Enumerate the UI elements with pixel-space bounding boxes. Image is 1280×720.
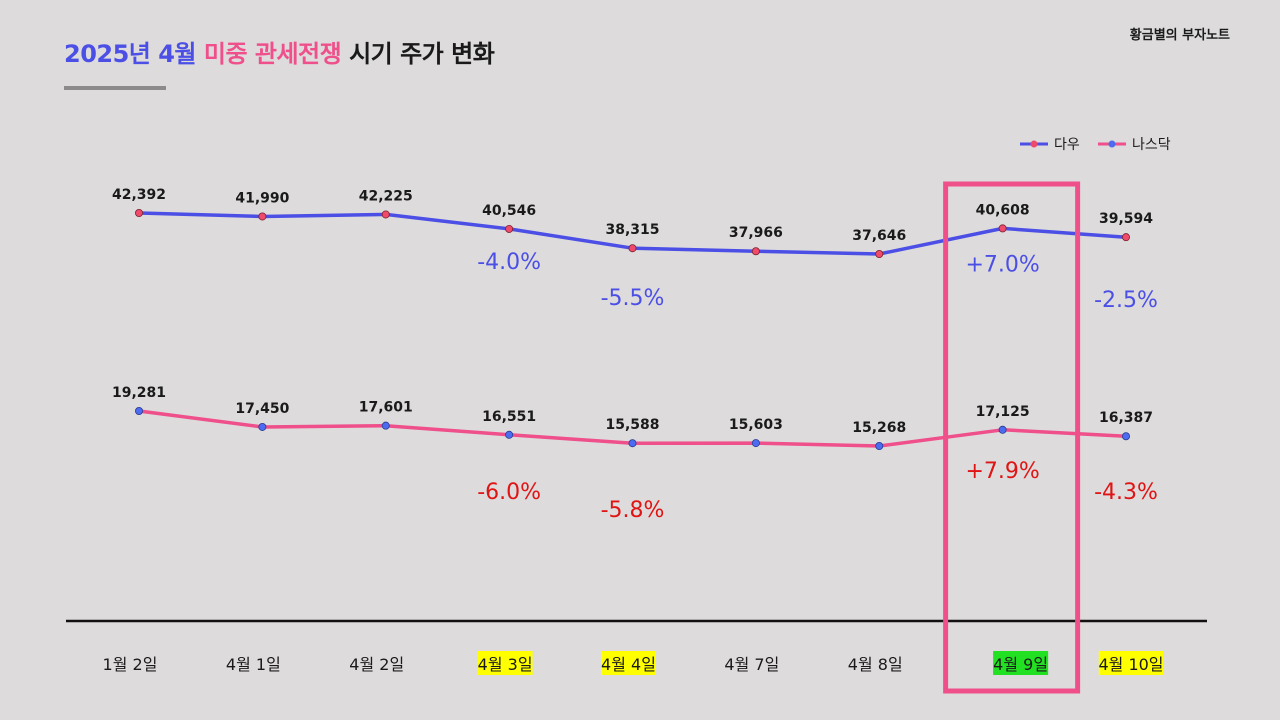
x-tick-label: 4월 9일 [993,655,1048,674]
data-point [875,441,884,450]
data-label: 40,608 [976,202,1030,218]
data-label: 37,966 [729,225,783,241]
data-label: 42,225 [359,188,413,204]
data-label: 16,387 [1099,410,1153,426]
x-tick-label: 4월 4일 [601,655,656,674]
data-label: 40,546 [482,203,536,219]
change-annotation: +7.9% [965,459,1039,484]
data-label: 38,315 [605,222,659,238]
change-annotation: -5.5% [601,286,665,311]
change-annotation: -2.5% [1094,288,1158,313]
change-annotation: -4.3% [1094,480,1158,505]
data-point [134,208,143,217]
data-label: 17,450 [235,401,289,417]
category-highlight [993,651,1049,675]
data-point [505,224,514,233]
data-point [875,249,884,258]
data-point [751,247,760,256]
change-annotation: -6.0% [477,480,541,505]
data-point [1122,432,1131,441]
data-label: 39,594 [1099,211,1153,227]
legend-label: 나스닥 [1132,137,1171,153]
category-highlight [1098,651,1164,675]
change-annotation: -5.8% [601,498,665,523]
change-annotation: -4.0% [477,250,541,275]
x-tick-label: 4월 10일 [1098,655,1163,674]
title-topic: 미중 관세전쟁 [203,40,342,68]
title-date: 2025년 4월 [64,40,197,68]
data-point [381,210,390,219]
data-point [134,406,143,415]
data-point [1122,233,1131,242]
legend-label: 다우 [1054,137,1080,153]
legend-marker [1030,140,1038,148]
data-point [381,421,390,430]
x-tick-label: 4월 1일 [226,655,281,674]
data-label: 17,125 [976,404,1030,420]
brand-label: 황금별의 부자노트 [1129,28,1230,43]
highlight-box [943,181,1081,694]
x-tick-label: 4월 8일 [848,655,903,674]
category-highlight [477,651,533,675]
data-label: 41,990 [235,190,289,206]
data-point [751,439,760,448]
x-tick-label: 1월 2일 [103,655,158,674]
change-annotation: +7.0% [965,252,1039,277]
data-label: 42,392 [112,187,166,203]
x-tick-label: 4월 3일 [478,655,533,674]
title-rest: 시기 주가 변화 [349,40,495,68]
data-label: 15,268 [852,420,906,436]
data-label: 37,646 [852,228,906,244]
category-highlight [601,651,656,675]
data-label: 16,551 [482,409,536,425]
x-tick-label: 4월 7일 [724,655,779,674]
data-point [258,212,267,221]
title-underline [64,86,166,90]
data-point [998,224,1007,233]
data-point [505,430,514,439]
data-label: 15,588 [605,417,659,433]
x-tick-label: 4월 2일 [349,655,404,674]
data-label: 19,281 [112,385,166,401]
data-point [628,244,637,253]
data-label: 17,601 [359,400,413,416]
data-point [628,439,637,448]
data-label: 15,603 [729,417,783,433]
data-point [258,422,267,431]
chart-title: 2025년 4월 미중 관세전쟁 시기 주가 변화 [64,34,495,69]
data-point [998,425,1007,434]
legend-marker [1108,140,1116,148]
